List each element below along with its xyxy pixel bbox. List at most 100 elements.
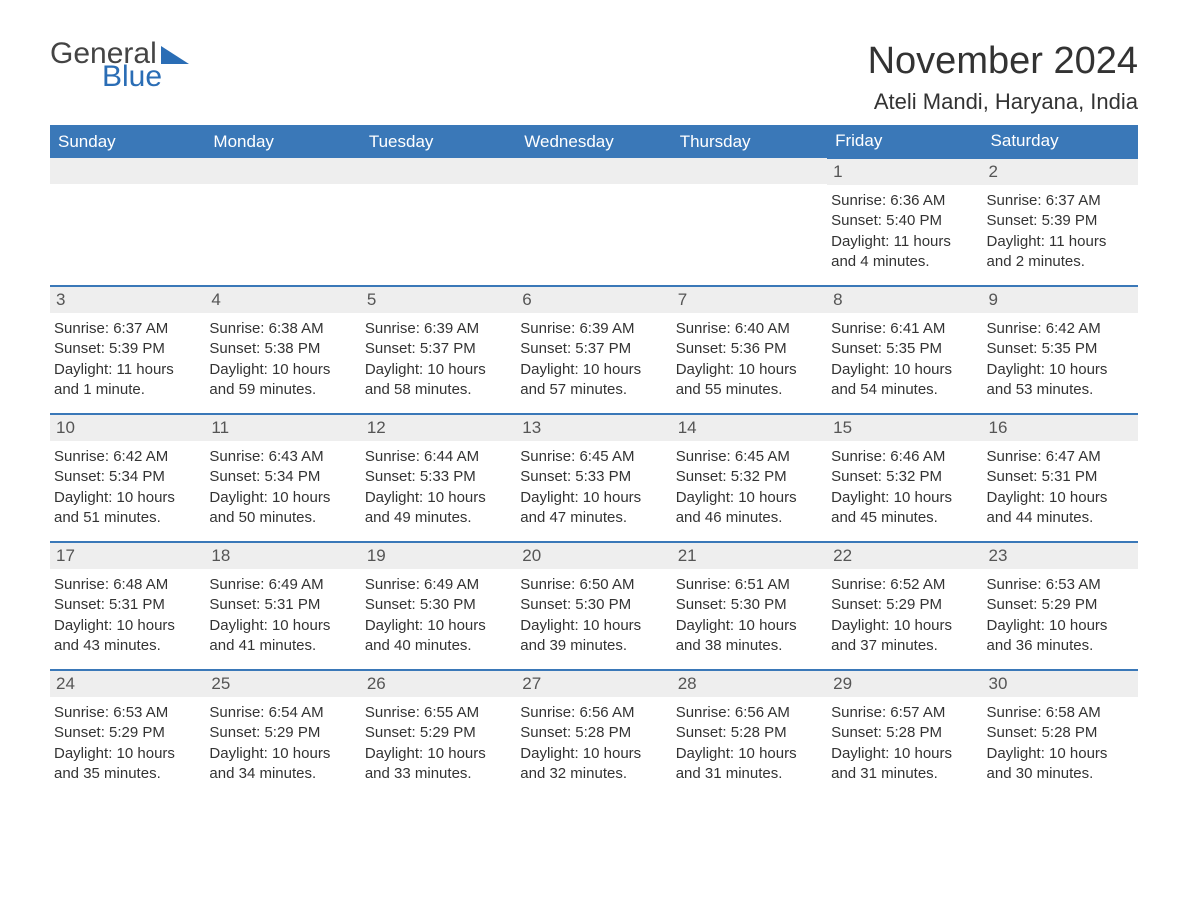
calendar-cell: 28Sunrise: 6:56 AMSunset: 5:28 PMDayligh… <box>672 670 827 798</box>
sunset-text: Sunset: 5:34 PM <box>209 467 354 487</box>
day-body: Sunrise: 6:48 AMSunset: 5:31 PMDaylight:… <box>50 569 205 662</box>
month-title: November 2024 <box>868 40 1138 83</box>
sunset-text: Sunset: 5:28 PM <box>520 723 665 743</box>
day-body: Sunrise: 6:41 AMSunset: 5:35 PMDaylight:… <box>827 313 982 406</box>
day-body: Sunrise: 6:39 AMSunset: 5:37 PMDaylight:… <box>361 313 516 406</box>
sunset-text: Sunset: 5:29 PM <box>365 723 510 743</box>
daylight-text: Daylight: 10 hours and 49 minutes. <box>365 488 510 529</box>
day-body: Sunrise: 6:46 AMSunset: 5:32 PMDaylight:… <box>827 441 982 534</box>
sunrise-text: Sunrise: 6:38 AM <box>209 319 354 339</box>
daylight-text: Daylight: 10 hours and 43 minutes. <box>54 616 199 657</box>
calendar-cell <box>50 158 205 286</box>
daylight-text: Daylight: 10 hours and 38 minutes. <box>676 616 821 657</box>
day-number: 8 <box>827 287 982 313</box>
sunset-text: Sunset: 5:29 PM <box>209 723 354 743</box>
empty-day-bar <box>50 158 205 184</box>
sunset-text: Sunset: 5:37 PM <box>520 339 665 359</box>
day-number: 26 <box>361 671 516 697</box>
empty-day-bar <box>361 158 516 184</box>
daylight-text: Daylight: 11 hours and 4 minutes. <box>831 232 976 273</box>
daylight-text: Daylight: 10 hours and 46 minutes. <box>676 488 821 529</box>
day-number: 6 <box>516 287 671 313</box>
daylight-text: Daylight: 11 hours and 2 minutes. <box>987 232 1132 273</box>
calendar-cell <box>205 158 360 286</box>
sunrise-text: Sunrise: 6:56 AM <box>520 703 665 723</box>
calendar-cell: 10Sunrise: 6:42 AMSunset: 5:34 PMDayligh… <box>50 414 205 542</box>
day-number: 21 <box>672 543 827 569</box>
sunset-text: Sunset: 5:28 PM <box>831 723 976 743</box>
sunset-text: Sunset: 5:32 PM <box>831 467 976 487</box>
calendar-cell: 17Sunrise: 6:48 AMSunset: 5:31 PMDayligh… <box>50 542 205 670</box>
location: Ateli Mandi, Haryana, India <box>868 89 1138 115</box>
day-body: Sunrise: 6:53 AMSunset: 5:29 PMDaylight:… <box>50 697 205 790</box>
day-body: Sunrise: 6:53 AMSunset: 5:29 PMDaylight:… <box>983 569 1138 662</box>
day-body: Sunrise: 6:47 AMSunset: 5:31 PMDaylight:… <box>983 441 1138 534</box>
day-number: 28 <box>672 671 827 697</box>
day-number: 24 <box>50 671 205 697</box>
calendar-week-row: 24Sunrise: 6:53 AMSunset: 5:29 PMDayligh… <box>50 670 1138 798</box>
sunrise-text: Sunrise: 6:45 AM <box>520 447 665 467</box>
calendar-cell: 9Sunrise: 6:42 AMSunset: 5:35 PMDaylight… <box>983 286 1138 414</box>
calendar-cell: 4Sunrise: 6:38 AMSunset: 5:38 PMDaylight… <box>205 286 360 414</box>
sunrise-text: Sunrise: 6:40 AM <box>676 319 821 339</box>
weekday-header: Friday <box>827 125 982 158</box>
calendar-cell: 14Sunrise: 6:45 AMSunset: 5:32 PMDayligh… <box>672 414 827 542</box>
empty-day-bar <box>205 158 360 184</box>
title-block: November 2024 Ateli Mandi, Haryana, Indi… <box>868 40 1138 115</box>
sunrise-text: Sunrise: 6:49 AM <box>209 575 354 595</box>
calendar-cell: 21Sunrise: 6:51 AMSunset: 5:30 PMDayligh… <box>672 542 827 670</box>
sunset-text: Sunset: 5:37 PM <box>365 339 510 359</box>
calendar-cell: 22Sunrise: 6:52 AMSunset: 5:29 PMDayligh… <box>827 542 982 670</box>
calendar-cell: 2Sunrise: 6:37 AMSunset: 5:39 PMDaylight… <box>983 158 1138 286</box>
sunrise-text: Sunrise: 6:55 AM <box>365 703 510 723</box>
daylight-text: Daylight: 10 hours and 31 minutes. <box>831 744 976 785</box>
calendar-cell: 7Sunrise: 6:40 AMSunset: 5:36 PMDaylight… <box>672 286 827 414</box>
logo-text-2: Blue <box>102 63 189 92</box>
day-number: 22 <box>827 543 982 569</box>
sunrise-text: Sunrise: 6:45 AM <box>676 447 821 467</box>
sunset-text: Sunset: 5:29 PM <box>831 595 976 615</box>
daylight-text: Daylight: 10 hours and 30 minutes. <box>987 744 1132 785</box>
calendar-cell <box>672 158 827 286</box>
sunrise-text: Sunrise: 6:56 AM <box>676 703 821 723</box>
daylight-text: Daylight: 10 hours and 35 minutes. <box>54 744 199 785</box>
header: General Blue November 2024 Ateli Mandi, … <box>50 40 1138 115</box>
calendar-cell: 8Sunrise: 6:41 AMSunset: 5:35 PMDaylight… <box>827 286 982 414</box>
calendar-cell: 1Sunrise: 6:36 AMSunset: 5:40 PMDaylight… <box>827 158 982 286</box>
calendar-cell <box>361 158 516 286</box>
calendar-cell: 5Sunrise: 6:39 AMSunset: 5:37 PMDaylight… <box>361 286 516 414</box>
day-number: 25 <box>205 671 360 697</box>
sunset-text: Sunset: 5:30 PM <box>365 595 510 615</box>
sunrise-text: Sunrise: 6:51 AM <box>676 575 821 595</box>
empty-day-bar <box>672 158 827 184</box>
day-body: Sunrise: 6:56 AMSunset: 5:28 PMDaylight:… <box>672 697 827 790</box>
daylight-text: Daylight: 10 hours and 41 minutes. <box>209 616 354 657</box>
calendar-cell: 25Sunrise: 6:54 AMSunset: 5:29 PMDayligh… <box>205 670 360 798</box>
sunrise-text: Sunrise: 6:57 AM <box>831 703 976 723</box>
daylight-text: Daylight: 10 hours and 33 minutes. <box>365 744 510 785</box>
day-number: 14 <box>672 415 827 441</box>
day-number: 15 <box>827 415 982 441</box>
calendar-week-row: 10Sunrise: 6:42 AMSunset: 5:34 PMDayligh… <box>50 414 1138 542</box>
daylight-text: Daylight: 10 hours and 39 minutes. <box>520 616 665 657</box>
daylight-text: Daylight: 10 hours and 59 minutes. <box>209 360 354 401</box>
day-number: 27 <box>516 671 671 697</box>
sunrise-text: Sunrise: 6:36 AM <box>831 191 976 211</box>
calendar-cell: 24Sunrise: 6:53 AMSunset: 5:29 PMDayligh… <box>50 670 205 798</box>
day-body: Sunrise: 6:42 AMSunset: 5:35 PMDaylight:… <box>983 313 1138 406</box>
daylight-text: Daylight: 10 hours and 55 minutes. <box>676 360 821 401</box>
calendar-cell: 30Sunrise: 6:58 AMSunset: 5:28 PMDayligh… <box>983 670 1138 798</box>
day-number: 13 <box>516 415 671 441</box>
weekday-header: Thursday <box>672 125 827 158</box>
day-number: 1 <box>827 159 982 185</box>
day-number: 18 <box>205 543 360 569</box>
sunrise-text: Sunrise: 6:47 AM <box>987 447 1132 467</box>
day-body: Sunrise: 6:36 AMSunset: 5:40 PMDaylight:… <box>827 185 982 278</box>
calendar-cell: 3Sunrise: 6:37 AMSunset: 5:39 PMDaylight… <box>50 286 205 414</box>
day-number: 20 <box>516 543 671 569</box>
sunrise-text: Sunrise: 6:39 AM <box>520 319 665 339</box>
day-number: 17 <box>50 543 205 569</box>
calendar-cell: 16Sunrise: 6:47 AMSunset: 5:31 PMDayligh… <box>983 414 1138 542</box>
day-body: Sunrise: 6:44 AMSunset: 5:33 PMDaylight:… <box>361 441 516 534</box>
day-number: 4 <box>205 287 360 313</box>
